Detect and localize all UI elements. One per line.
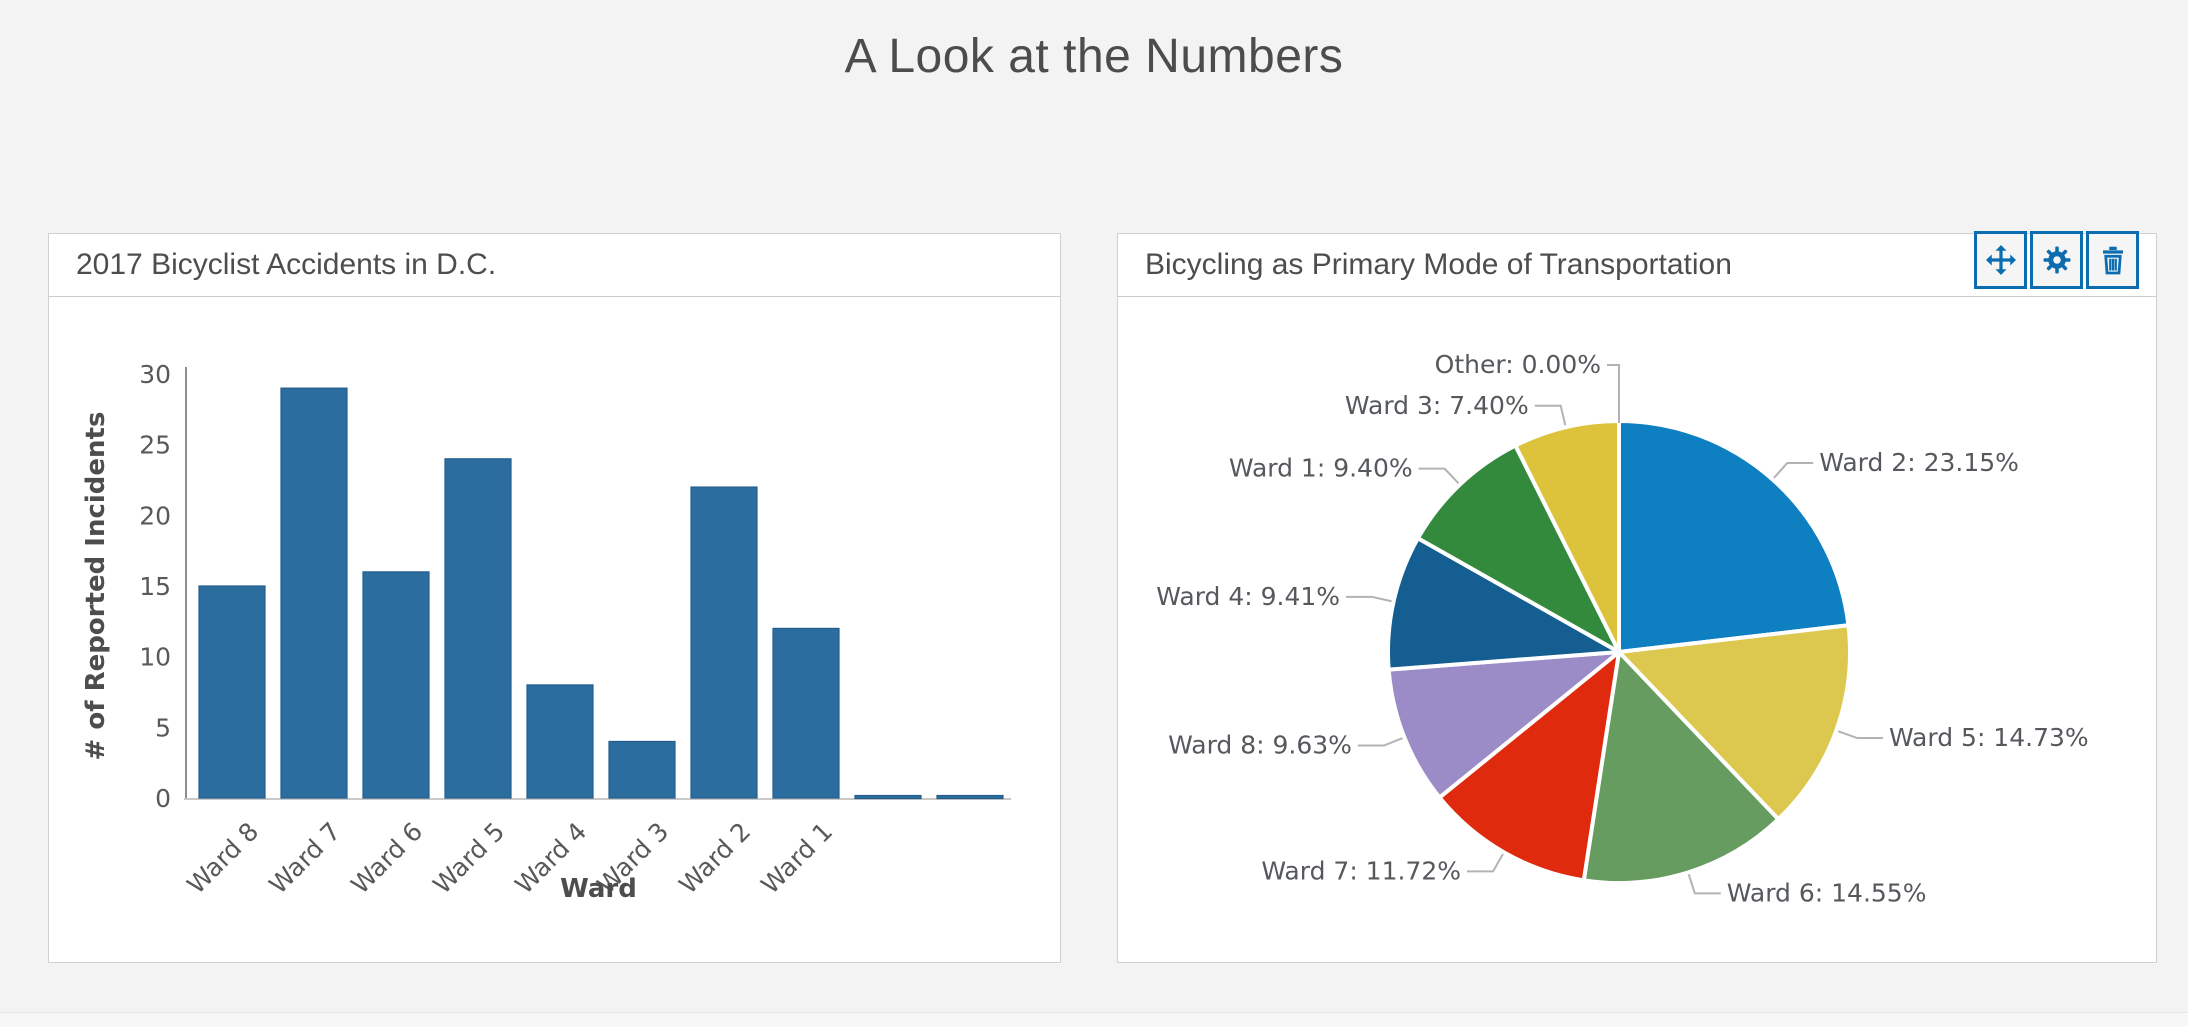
- bar-chart: 0 5 10 15 20 25 30 # of Reported Incidents Ward …: [81, 360, 1011, 904]
- pie-label-leader: [1773, 462, 1814, 479]
- bar[interactable]: [362, 571, 430, 799]
- gear-icon: [2042, 245, 2072, 275]
- pie-label: Ward 8: 9.63%: [1168, 731, 1352, 760]
- pie-label-leader: [1687, 874, 1721, 895]
- x-axis-title: Ward: [560, 874, 637, 904]
- pie-slice[interactable]: [1415, 443, 1621, 654]
- bar[interactable]: [854, 794, 922, 800]
- pie-label: Ward 5: 14.73%: [1889, 723, 2089, 752]
- page-title: A Look at the Numbers: [844, 30, 1344, 83]
- x-tick-label: Ward 1: [756, 817, 839, 900]
- x-tick-label: Ward 5: [428, 817, 511, 900]
- bar[interactable]: [936, 794, 1004, 800]
- bar-chart-widget: 2017 Bicyclist Accidents in D.C. 0 5 10 15 2…: [48, 233, 1061, 963]
- settings-button[interactable]: [2030, 231, 2083, 289]
- y-tick-label: 25: [139, 431, 171, 460]
- pie-chart-widget: Bicycling as Primary Mode of Transportat…: [1117, 233, 2157, 963]
- pie-label-leader: [1346, 595, 1392, 603]
- bar[interactable]: [608, 740, 676, 799]
- pie-slice[interactable]: [1386, 650, 1621, 800]
- bar[interactable]: [444, 458, 512, 799]
- pie-slice[interactable]: [1513, 419, 1621, 654]
- pie-label-leader: [1467, 853, 1504, 873]
- bar[interactable]: [526, 684, 594, 799]
- pie-slice[interactable]: [1581, 650, 1781, 885]
- pie-label: Ward 7: 11.72%: [1261, 856, 1461, 885]
- pie-label-leader: [1418, 467, 1460, 484]
- bar-widget-title: 2017 Bicyclist Accidents in D.C.: [76, 248, 497, 281]
- y-tick-label: 15: [139, 572, 171, 601]
- pie-slice[interactable]: [1437, 650, 1621, 883]
- pie-label-leader: [1534, 404, 1567, 426]
- y-tick-label: 20: [139, 501, 171, 530]
- pie-slice[interactable]: [1386, 536, 1621, 672]
- pie-widget-title: Bicycling as Primary Mode of Transportat…: [1145, 248, 1732, 281]
- y-tick-label: 5: [155, 713, 171, 742]
- bar[interactable]: [690, 486, 758, 799]
- pie-slice[interactable]: [1617, 623, 1852, 822]
- pie-label-leader: [1357, 737, 1403, 747]
- bar-widget-header: 2017 Bicyclist Accidents in D.C.: [49, 234, 1060, 297]
- pie-label-leader: [1607, 364, 1620, 423]
- move-icon: [1985, 245, 2016, 275]
- pie-label-leader: [1837, 730, 1883, 739]
- y-axis-title: # of Reported Incidents: [81, 412, 111, 761]
- y-tick-label: 10: [139, 643, 171, 672]
- y-tick-label: 0: [155, 784, 171, 813]
- x-tick-label: Ward 8: [182, 817, 265, 900]
- move-button[interactable]: [1974, 231, 2027, 289]
- y-tick-label: 30: [139, 360, 171, 389]
- pie-label: Other: 0.00%: [1435, 350, 1601, 379]
- next-row-divider: [0, 1012, 2188, 1027]
- pie-label: Ward 6: 14.55%: [1727, 878, 1927, 907]
- pie-slice[interactable]: [1617, 419, 1851, 654]
- bar[interactable]: [198, 585, 266, 799]
- bar[interactable]: [772, 627, 840, 799]
- pie-label: Ward 2: 23.15%: [1819, 448, 2019, 477]
- widget-toolbar: [1974, 231, 2139, 295]
- pie-label: Ward 3: 7.40%: [1345, 391, 1529, 420]
- x-tick-label: Ward 7: [264, 817, 347, 900]
- bar[interactable]: [280, 387, 348, 799]
- pie-widget-header: Bicycling as Primary Mode of Transportat…: [1118, 234, 2156, 297]
- delete-button[interactable]: [2086, 231, 2139, 289]
- x-tick-label: Ward 6: [346, 817, 429, 900]
- x-tick-label: Ward 2: [674, 817, 757, 900]
- pie-label: Ward 4: 9.41%: [1156, 582, 1340, 611]
- pie-label: Ward 1: 9.40%: [1229, 454, 1413, 483]
- pie-chart: Ward 2: 23.15% Ward 5: 14.73% Ward 6: 14.5…: [1156, 350, 2089, 907]
- trash-icon: [2098, 245, 2128, 275]
